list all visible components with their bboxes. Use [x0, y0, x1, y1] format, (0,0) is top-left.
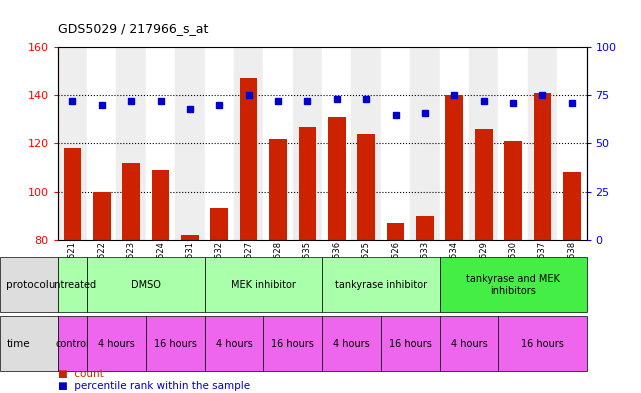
Bar	[499, 47, 528, 240]
Bar	[533, 93, 551, 240]
Bar	[475, 129, 492, 240]
Bar	[63, 148, 81, 240]
Bar	[58, 47, 87, 240]
Bar	[351, 47, 381, 240]
Bar	[322, 47, 351, 240]
Bar	[240, 79, 258, 240]
Text: untreated: untreated	[48, 280, 96, 290]
Text: tankyrase inhibitor: tankyrase inhibitor	[335, 280, 427, 290]
Text: 16 hours: 16 hours	[389, 339, 431, 349]
Bar	[358, 134, 375, 240]
Bar	[387, 223, 404, 240]
Text: 16 hours: 16 hours	[154, 339, 197, 349]
Bar	[234, 47, 263, 240]
Bar	[528, 47, 557, 240]
Bar	[93, 191, 110, 240]
Bar	[416, 216, 434, 240]
Bar	[122, 163, 140, 240]
Bar	[557, 47, 587, 240]
Text: 4 hours: 4 hours	[451, 339, 487, 349]
Bar	[117, 47, 146, 240]
Bar	[381, 47, 410, 240]
Bar	[445, 95, 463, 240]
Text: protocol: protocol	[6, 280, 49, 290]
Bar	[269, 139, 287, 240]
Bar	[299, 127, 316, 240]
Bar	[181, 235, 199, 240]
Text: DMSO: DMSO	[131, 280, 161, 290]
Text: control: control	[56, 339, 89, 349]
Bar	[440, 47, 469, 240]
Bar	[328, 117, 345, 240]
Text: time: time	[6, 339, 30, 349]
Text: 16 hours: 16 hours	[271, 339, 314, 349]
Text: MEK inhibitor: MEK inhibitor	[231, 280, 296, 290]
Bar	[263, 47, 293, 240]
Text: ■  count: ■ count	[58, 369, 103, 379]
Text: ■  percentile rank within the sample: ■ percentile rank within the sample	[58, 381, 250, 391]
Text: GDS5029 / 217966_s_at: GDS5029 / 217966_s_at	[58, 22, 208, 35]
Text: 4 hours: 4 hours	[98, 339, 135, 349]
Bar	[152, 170, 169, 240]
Text: 4 hours: 4 hours	[215, 339, 253, 349]
Text: tankyrase and MEK
inhibitors: tankyrase and MEK inhibitors	[466, 274, 560, 296]
Bar	[204, 47, 234, 240]
Bar	[210, 208, 228, 240]
Bar	[87, 47, 117, 240]
Bar	[175, 47, 204, 240]
Bar	[293, 47, 322, 240]
Bar	[410, 47, 440, 240]
Bar	[469, 47, 499, 240]
Bar	[563, 172, 581, 240]
Bar	[504, 141, 522, 240]
Text: 16 hours: 16 hours	[521, 339, 564, 349]
Bar	[146, 47, 175, 240]
Text: 4 hours: 4 hours	[333, 339, 370, 349]
